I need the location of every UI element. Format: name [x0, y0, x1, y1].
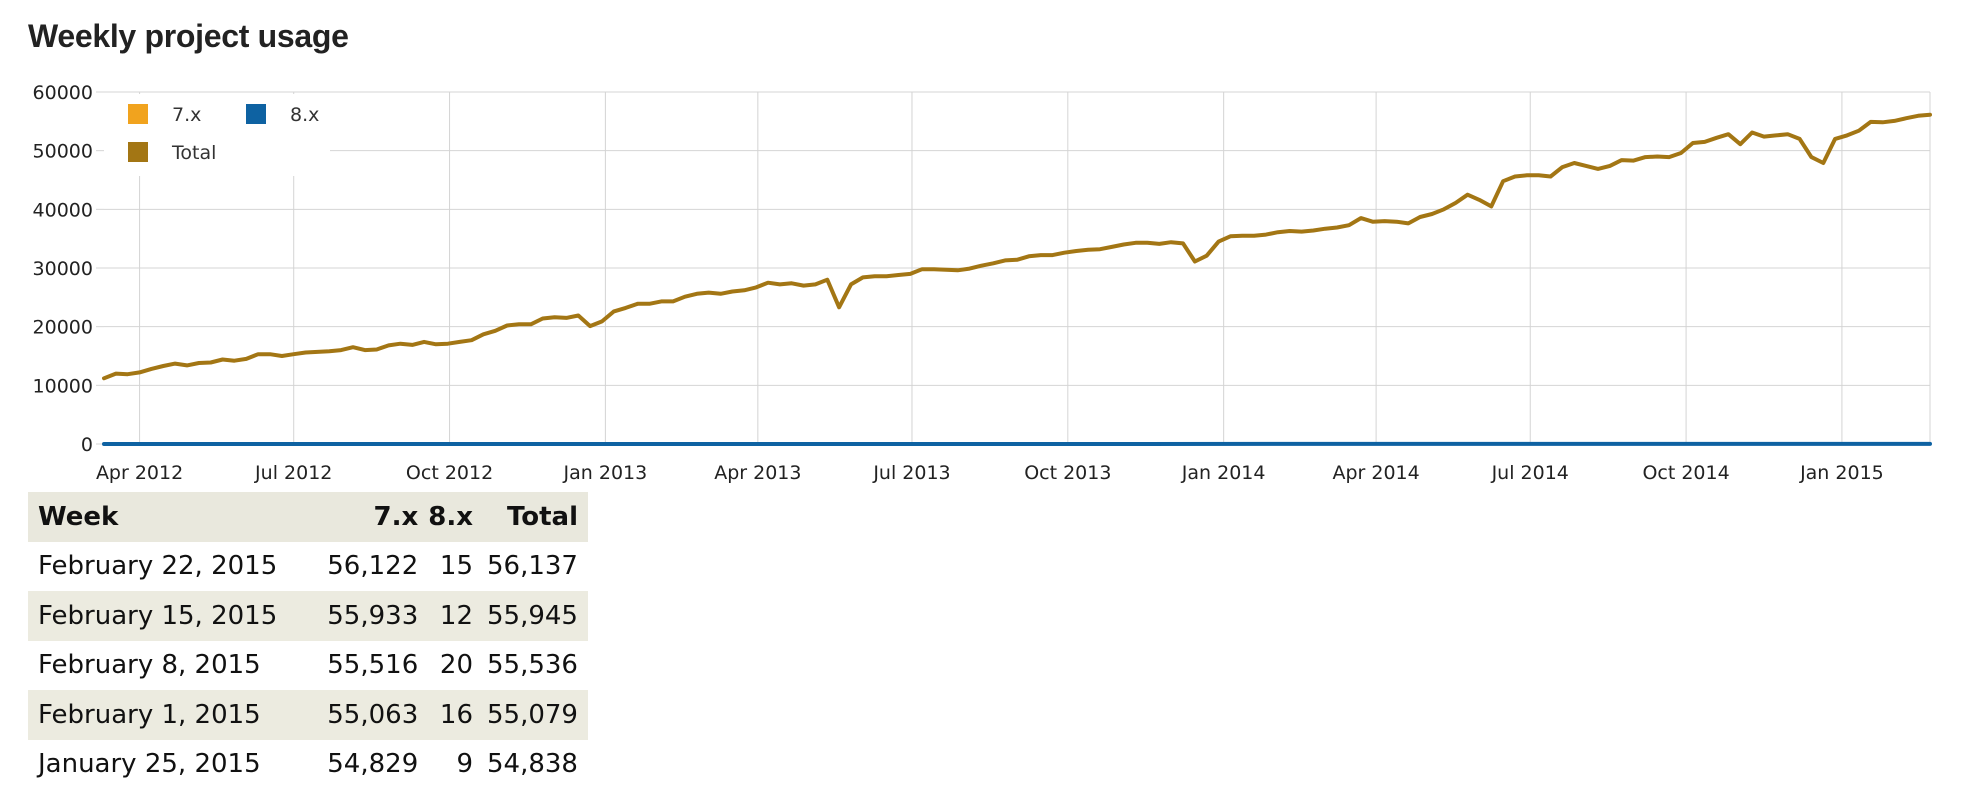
x-tick-label: Jan 2013 — [563, 462, 648, 484]
y-tick-label: 20000 — [33, 317, 93, 339]
header-week: Week — [28, 492, 317, 542]
week-cell: February 1, 2015 — [28, 690, 317, 740]
total-cell: 55,536 — [477, 641, 588, 691]
table-row: February 22, 2015 56,122 15 56,137 — [28, 542, 588, 592]
x-tick-label: Oct 2014 — [1642, 462, 1729, 484]
x-tick-label: Jul 2013 — [872, 462, 950, 484]
y-tick-label: 40000 — [33, 199, 93, 221]
y-tick-label: 30000 — [33, 258, 93, 280]
v8-cell: 15 — [428, 542, 477, 592]
v7-cell: 55,516 — [317, 641, 428, 691]
x-axis: Apr 2012 Jul 2012 Oct 2012 Jan 2013 Apr 2013… — [96, 462, 1884, 484]
v7-cell: 54,829 — [317, 740, 428, 789]
week-cell: February 22, 2015 — [28, 542, 317, 592]
series-line-total — [104, 115, 1930, 379]
table-row: January 25, 2015 54,829 9 54,838 — [28, 740, 588, 789]
table-row: February 1, 2015 55,063 16 55,079 — [28, 690, 588, 740]
total-cell: 56,137 — [477, 542, 588, 592]
week-cell: January 25, 2015 — [28, 740, 317, 789]
y-tick-label: 0 — [81, 434, 93, 456]
x-tick-label: Apr 2014 — [1332, 462, 1419, 484]
table-header-row: Week 7.x 8.x Total — [28, 492, 588, 542]
chart-legend: 7.x 8.x Total — [104, 94, 330, 176]
week-cell: February 8, 2015 — [28, 641, 317, 691]
header-8x: 8.x — [428, 492, 477, 542]
x-tick-label: Oct 2012 — [406, 462, 493, 484]
usage-line-chart: 0 10000 20000 30000 40000 50000 60000 Apr 2012… — [0, 70, 1966, 490]
v8-cell: 9 — [428, 740, 477, 789]
header-7x: 7.x — [317, 492, 428, 542]
legend-swatch-7-x — [128, 104, 148, 124]
total-cell: 54,838 — [477, 740, 588, 789]
legend-swatch-total — [128, 142, 148, 162]
y-axis: 0 10000 20000 30000 40000 50000 60000 — [33, 82, 104, 456]
v7-cell: 55,063 — [317, 690, 428, 740]
total-cell: 55,945 — [477, 591, 588, 641]
y-tick-label: 60000 — [33, 82, 93, 104]
x-tick-label: Oct 2013 — [1024, 462, 1111, 484]
legend-swatch-8-x — [246, 104, 266, 124]
y-tick-label: 10000 — [33, 375, 93, 397]
v8-cell: 20 — [428, 641, 477, 691]
legend-label-7-x: 7.x — [172, 104, 201, 126]
x-tick-label: Jan 2015 — [1799, 462, 1884, 484]
x-tick-label: Apr 2012 — [96, 462, 183, 484]
x-tick-label: Jul 2012 — [254, 462, 332, 484]
usage-table: Week 7.x 8.x Total February 22, 2015 56,… — [28, 492, 588, 789]
week-cell: February 15, 2015 — [28, 591, 317, 641]
table-row: February 8, 2015 55,516 20 55,536 — [28, 641, 588, 691]
chart-grid — [104, 92, 1930, 444]
v7-cell: 56,122 — [317, 542, 428, 592]
x-tick-label: Apr 2013 — [714, 462, 801, 484]
v7-cell: 55,933 — [317, 591, 428, 641]
header-total: Total — [477, 492, 588, 542]
x-tick-label: Jul 2014 — [1491, 462, 1569, 484]
chart-series — [104, 115, 1930, 444]
legend-label-8-x: 8.x — [290, 104, 319, 126]
total-cell: 55,079 — [477, 690, 588, 740]
v8-cell: 12 — [428, 591, 477, 641]
x-tick-label: Jan 2014 — [1181, 462, 1266, 484]
y-tick-label: 50000 — [33, 141, 93, 163]
table-row: February 15, 2015 55,933 12 55,945 — [28, 591, 588, 641]
legend-label-total: Total — [171, 142, 216, 164]
page-title: Weekly project usage — [28, 18, 349, 55]
v8-cell: 16 — [428, 690, 477, 740]
